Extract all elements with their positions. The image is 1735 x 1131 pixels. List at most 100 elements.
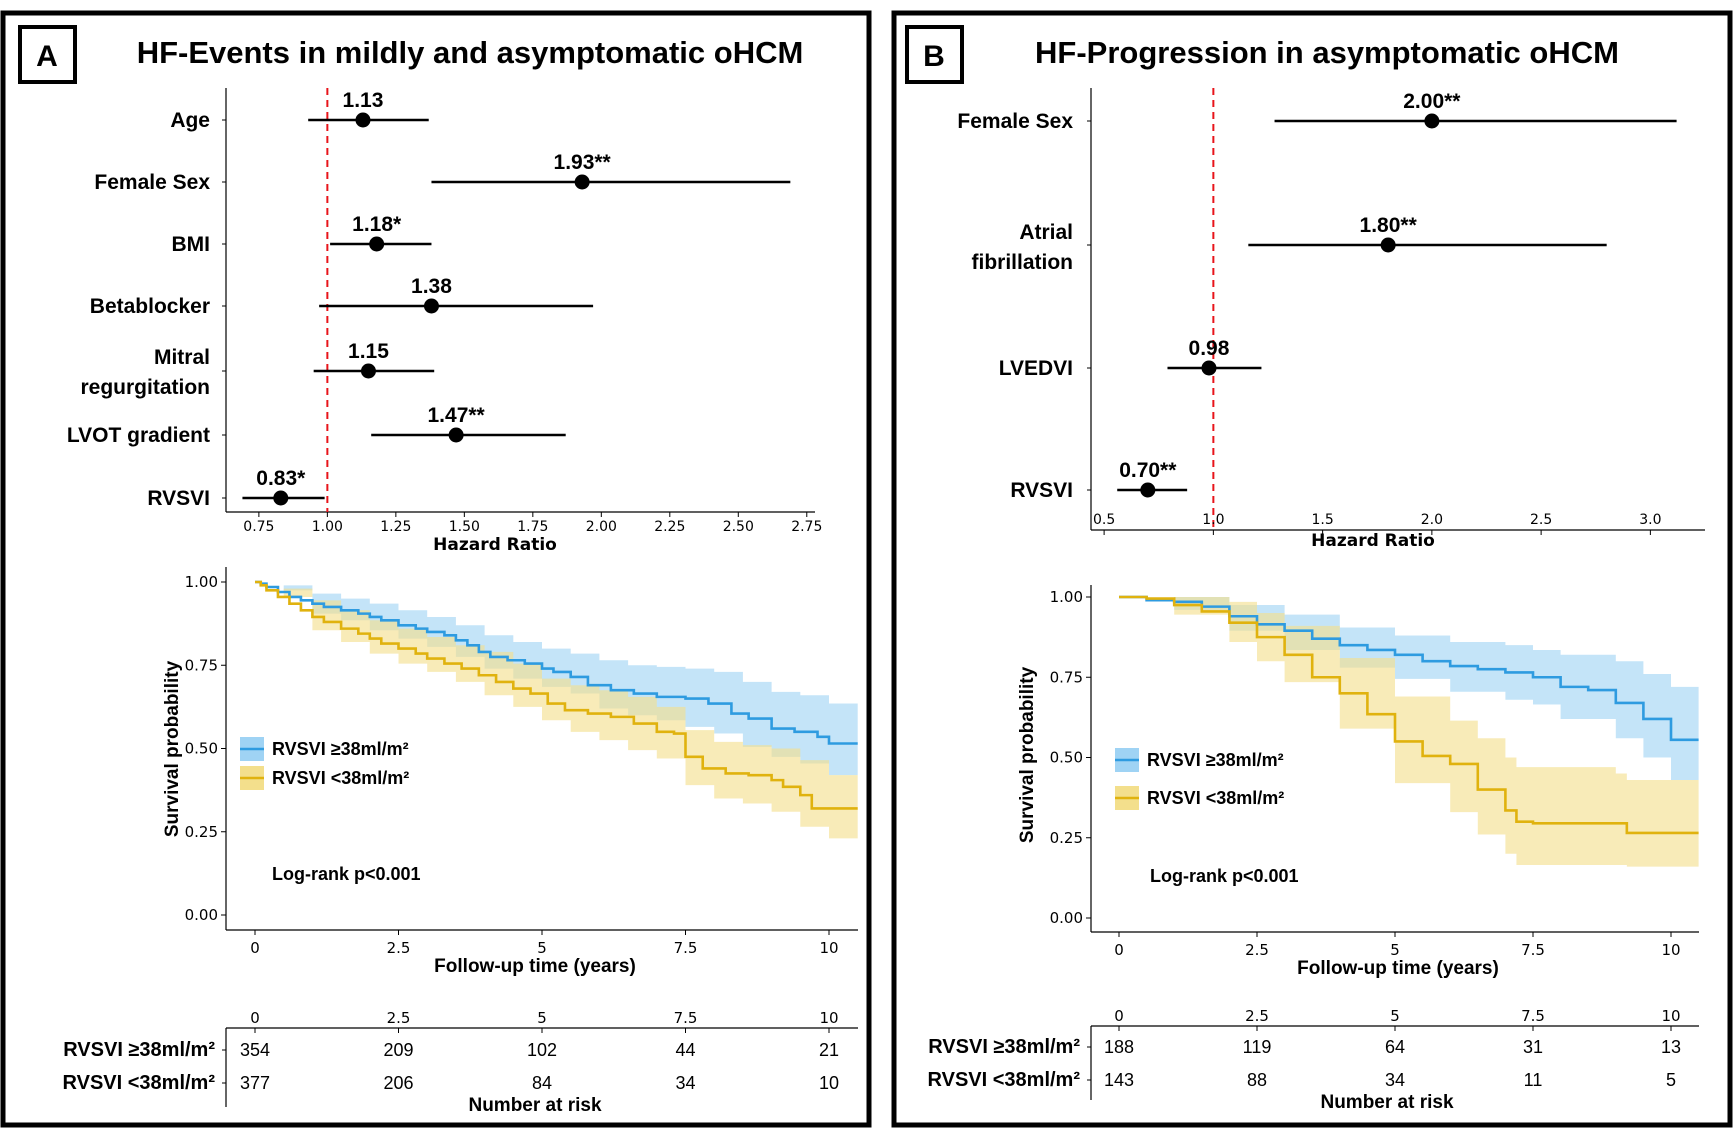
forest-x-tick-label: 1.00 bbox=[312, 519, 343, 535]
forest-value-label: 0.98 bbox=[1189, 337, 1230, 360]
panel-b-badge: B bbox=[923, 40, 945, 73]
km-curve-low bbox=[1119, 595, 1699, 835]
panel-a-badge: A bbox=[36, 40, 58, 73]
forest-row-label: Betablocker bbox=[90, 295, 210, 318]
risk-tick-label: 10 bbox=[1661, 1007, 1680, 1025]
forest-point bbox=[273, 490, 289, 506]
forest-row-label: regurgitation bbox=[81, 376, 211, 399]
risk-count: 354 bbox=[240, 1040, 270, 1060]
km-y-tick-label: 1.00 bbox=[185, 573, 218, 591]
km-legend-label: RVSVI ≥38ml/m² bbox=[272, 739, 409, 759]
km-ci-band-high bbox=[1119, 597, 1699, 780]
forest-point bbox=[355, 112, 371, 128]
risk-count: 11 bbox=[1524, 1070, 1543, 1090]
forest-value-label: 1.18* bbox=[352, 213, 402, 236]
risk-tick-label: 0 bbox=[250, 1009, 260, 1027]
risk-tick-label: 7.5 bbox=[1521, 1007, 1545, 1025]
forest-point bbox=[423, 298, 439, 314]
km-x-axis-title: Follow-up time (years) bbox=[1297, 958, 1499, 979]
km-y-tick-label: 0.25 bbox=[185, 823, 218, 841]
km-x-tick-label: 5 bbox=[537, 939, 547, 957]
forest-x-tick-label: 2.25 bbox=[654, 519, 685, 535]
forest-x-tick-label: 2.0 bbox=[1421, 512, 1443, 528]
forest-point bbox=[1201, 360, 1217, 376]
risk-tick-label: 2.5 bbox=[387, 1009, 411, 1027]
panel-a-frame bbox=[0, 10, 872, 1128]
km-x-tick-label: 7.5 bbox=[674, 939, 698, 957]
km-y-tick-label: 1.00 bbox=[1050, 588, 1083, 606]
km-x-tick-label: 10 bbox=[819, 939, 838, 957]
forest-x-axis-title: Hazard Ratio bbox=[433, 535, 557, 555]
risk-tick-label: 2.5 bbox=[1245, 1007, 1269, 1025]
risk-count: 31 bbox=[1523, 1037, 1543, 1057]
panel-a-risk-table: 0 2.5 5 7.5 10 RVSVI ≥38ml/m² 354 209 102 44 21 RVS… bbox=[63, 1009, 858, 1116]
risk-count: 5 bbox=[1666, 1070, 1676, 1090]
forest-row-label: Mitral bbox=[154, 346, 210, 369]
panel-a-title: HF-Events in mildly and asymptomatic oHC… bbox=[137, 35, 804, 70]
km-legend-label: RVSVI <38ml/m² bbox=[1147, 788, 1284, 808]
forest-x-tick-label: 2.50 bbox=[723, 519, 754, 535]
forest-value-label: 1.38 bbox=[411, 275, 452, 298]
forest-point bbox=[1380, 237, 1396, 253]
km-logrank-annotation: Log-rank p<0.001 bbox=[1150, 866, 1299, 886]
forest-x-tick-label: 3.0 bbox=[1639, 512, 1661, 528]
forest-row-label: LVEDVI bbox=[999, 357, 1073, 380]
km-logrank-annotation: Log-rank p<0.001 bbox=[272, 864, 421, 884]
risk-row-label: RVSVI <38ml/m² bbox=[928, 1069, 1081, 1091]
km-x-axis-title: Follow-up time (years) bbox=[434, 956, 636, 977]
forest-value-label: 1.13 bbox=[343, 89, 384, 112]
risk-tick-label: 5 bbox=[1390, 1007, 1400, 1025]
km-ci-band-low bbox=[1119, 597, 1699, 867]
forest-row-label: BMI bbox=[172, 233, 211, 256]
forest-row-label: Age bbox=[170, 109, 210, 132]
km-legend-label: RVSVI <38ml/m² bbox=[272, 768, 409, 788]
panel-b-forest-plot: 0.5 1.0 1.5 2.0 2.5 3.0 Hazard Ratio Female Sex… bbox=[957, 88, 1705, 551]
risk-count: 84 bbox=[532, 1073, 552, 1093]
risk-table-title: Number at risk bbox=[468, 1095, 601, 1116]
forest-point bbox=[448, 427, 464, 443]
risk-tick-label: 7.5 bbox=[674, 1009, 698, 1027]
km-x-tick-label: 2.5 bbox=[387, 939, 411, 957]
risk-count: 102 bbox=[527, 1040, 557, 1060]
forest-point bbox=[1424, 113, 1440, 129]
km-y-tick-label: 0.50 bbox=[1050, 749, 1083, 767]
forest-row-label: Female Sex bbox=[94, 171, 210, 194]
risk-count: 10 bbox=[819, 1073, 839, 1093]
forest-x-tick-label: 1.75 bbox=[517, 519, 548, 535]
km-y-axis-title: Survival probability bbox=[162, 660, 183, 837]
risk-count: 188 bbox=[1104, 1037, 1134, 1057]
km-x-tick-label: 7.5 bbox=[1521, 941, 1545, 959]
forest-row-label: RVSVI bbox=[1010, 479, 1073, 502]
km-y-tick-label: 0.00 bbox=[185, 906, 218, 924]
risk-table-title: Number at risk bbox=[1320, 1092, 1453, 1113]
forest-x-tick-label: 1.50 bbox=[449, 519, 480, 535]
forest-x-tick-label: 2.75 bbox=[791, 519, 822, 535]
risk-row-label: RVSVI ≥38ml/m² bbox=[63, 1039, 215, 1061]
risk-count: 88 bbox=[1247, 1070, 1267, 1090]
forest-x-tick-label: 0.75 bbox=[243, 519, 274, 535]
forest-x-tick-label: 1.5 bbox=[1311, 512, 1333, 528]
forest-point bbox=[360, 363, 376, 379]
forest-value-label: 2.00** bbox=[1403, 90, 1461, 113]
km-y-tick-label: 0.50 bbox=[185, 740, 218, 758]
forest-row-label: RVSVI bbox=[147, 487, 210, 510]
forest-point bbox=[369, 236, 385, 252]
forest-value-label: 1.80** bbox=[1360, 214, 1418, 237]
km-x-tick-label: 10 bbox=[1661, 941, 1680, 959]
km-curve-high bbox=[1119, 595, 1699, 742]
km-y-axis-title: Survival probability bbox=[1017, 666, 1038, 843]
panel-a-forest-plot: 0.75 1.00 1.25 1.50 1.75 2.00 2.25 2.50 2.75 Haza… bbox=[67, 88, 822, 555]
km-curve-high bbox=[255, 580, 858, 745]
km-y-tick-label: 0.00 bbox=[1050, 909, 1083, 927]
km-x-tick-label: 2.5 bbox=[1245, 941, 1269, 959]
km-ci-band-low bbox=[255, 582, 858, 839]
risk-count: 206 bbox=[383, 1073, 413, 1093]
forest-value-label: 1.93** bbox=[554, 151, 612, 174]
panel-b-km-plot: 0 2.5 5 7.5 10 0.00 0.25 0.50 0.75 1.00 Survival p… bbox=[1017, 585, 1699, 979]
forest-x-tick-label: 1.25 bbox=[380, 519, 411, 535]
risk-count: 44 bbox=[675, 1040, 695, 1060]
panel-a: A HF-Events in mildly and asymptomatic o… bbox=[0, 10, 872, 1128]
forest-row-label: Atrial bbox=[1019, 221, 1073, 244]
forest-point bbox=[574, 174, 590, 190]
